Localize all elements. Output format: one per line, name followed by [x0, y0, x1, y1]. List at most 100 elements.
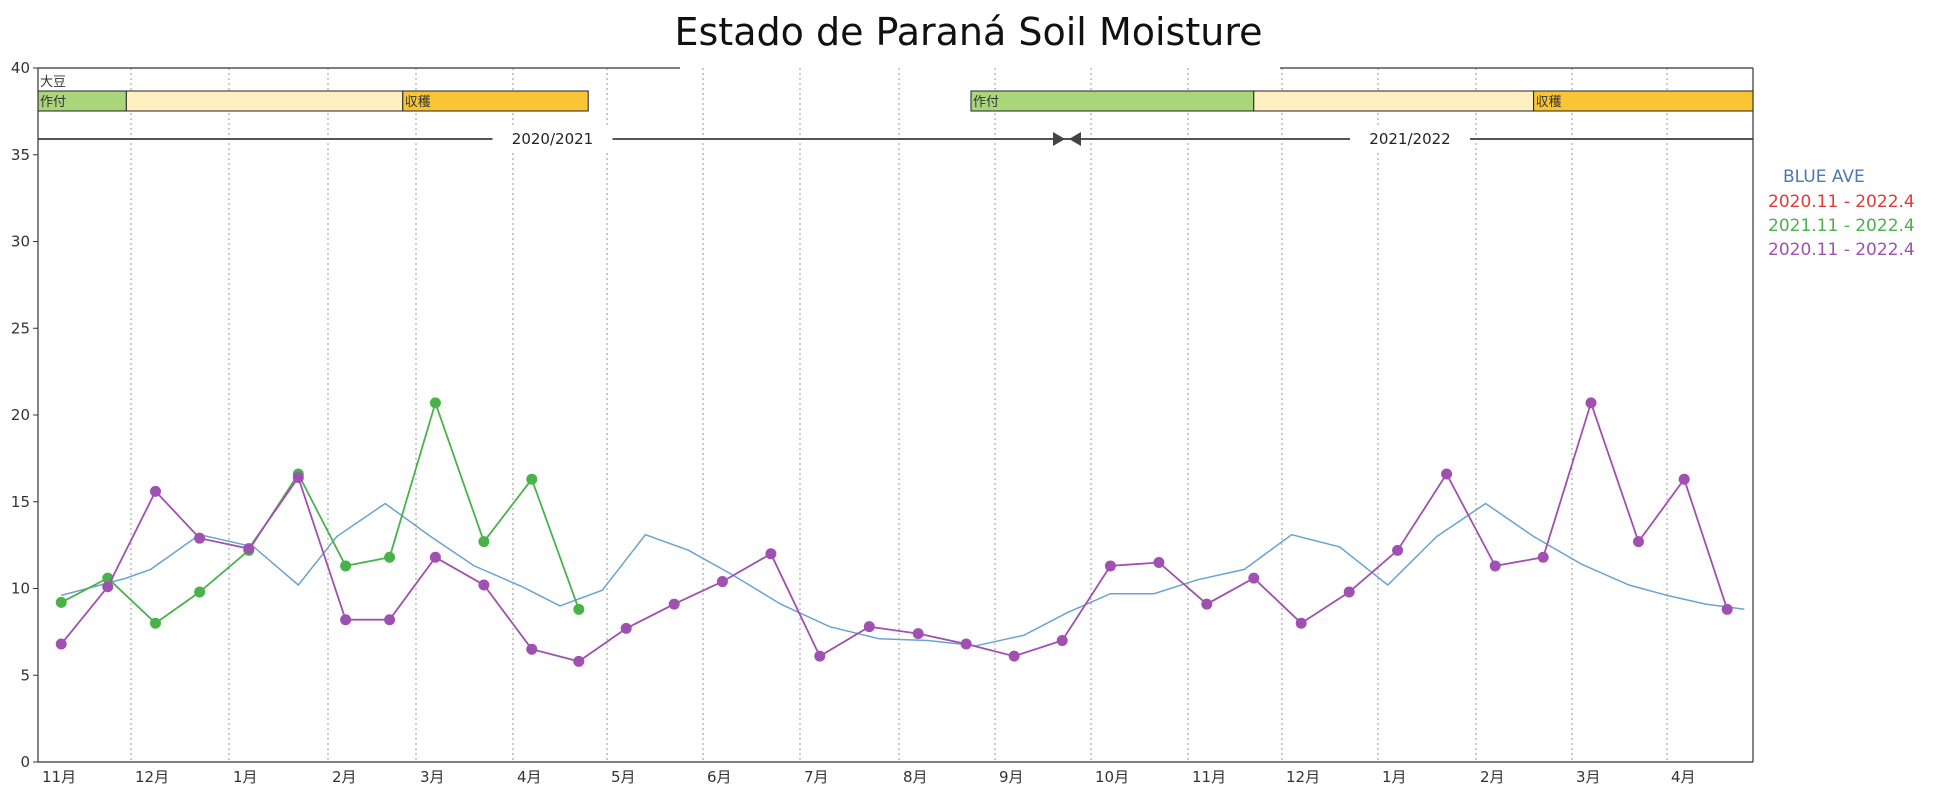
season-label-1: 2021/2022 — [1369, 130, 1450, 148]
crop-stage-label-0: 作付 — [40, 95, 66, 110]
axes: 0 5 10 15 20 25 30 35 40 11月 12月 1月 2月 3月 4月 5月 6月 7月 8月 9月… — [11, 59, 1754, 786]
x-tick-label-11: 10月 — [1095, 768, 1129, 786]
series-2-point-23 — [1153, 556, 1165, 568]
month-grid — [130, 68, 1668, 762]
y-tick-label-0: 0 — [20, 753, 30, 771]
series-2-point-12 — [620, 622, 632, 634]
x-tick-label-8: 7月 — [804, 768, 829, 786]
series-2-point-19 — [960, 638, 972, 650]
series-2-point-31 — [1537, 551, 1549, 563]
series-2-point-6 — [340, 614, 352, 626]
series-2-point-13 — [668, 598, 680, 610]
x-tick-label-17: 4月 — [1671, 768, 1696, 786]
series-1-point-6 — [340, 560, 352, 572]
legend-entry-2: 2021.11 - 2022.4 — [1768, 216, 1915, 236]
crop-stage-bar-5 — [1533, 90, 1754, 112]
y-tick-label-25: 25 — [11, 319, 30, 337]
season-arrowhead-right — [1069, 132, 1081, 146]
crop-stage-bar-2 — [402, 90, 589, 112]
x-tick-label-7: 6月 — [707, 768, 732, 786]
series-2-point-1 — [102, 581, 114, 593]
series-1-point-0 — [55, 596, 67, 608]
x-tick-label-2: 1月 — [233, 768, 258, 786]
crop-stage-label-2: 収穫 — [405, 95, 431, 110]
y-tick-label-30: 30 — [11, 233, 30, 251]
series-2-point-32 — [1585, 397, 1597, 409]
series-2-point-34 — [1678, 473, 1690, 485]
season-arrowhead-left — [1053, 132, 1065, 146]
crop-label: 大豆 — [40, 75, 66, 90]
x-tick-label-15: 2月 — [1480, 768, 1505, 786]
series-1-point-9 — [478, 536, 490, 548]
x-tick-label-12: 11月 — [1192, 768, 1226, 786]
x-tick-label-5: 4月 — [517, 768, 542, 786]
series-2-point-4 — [243, 543, 255, 555]
series-2-point-26 — [1295, 617, 1307, 629]
series-2-point-21 — [1056, 635, 1068, 647]
series-2-point-0 — [55, 638, 67, 650]
series-2-point-28 — [1392, 544, 1404, 556]
season-arrows: 2020/2021 2021/2022 — [38, 125, 1753, 153]
series-2-point-11 — [573, 655, 585, 667]
x-tick-label-3: 2月 — [332, 768, 357, 786]
legend-entry-0: BLUE AVE — [1783, 167, 1865, 187]
x-tick-label-4: 3月 — [420, 768, 445, 786]
chart-title: Estado de Paraná Soil Moisture — [674, 10, 1263, 54]
series-2-point-18 — [912, 628, 924, 640]
series-2-point-20 — [1008, 650, 1020, 662]
series-2-point-5 — [292, 471, 304, 483]
legend-entry-3: 2020.11 - 2022.4 — [1768, 240, 1915, 260]
series-line-1 — [60, 399, 580, 625]
series-1-point-7 — [384, 551, 396, 563]
season-label-bg-0 — [492, 125, 613, 153]
legend: BLUE AVE 2020.11 - 2022.4 2021.11 - 2022.4… — [1768, 167, 1915, 260]
series-2-point-35 — [1721, 603, 1733, 615]
x-tick-label-16: 3月 — [1576, 768, 1601, 786]
series-2-point-24 — [1201, 598, 1213, 610]
x-tick-label-13: 12月 — [1286, 768, 1320, 786]
series-1-point-2 — [150, 617, 161, 629]
series-2-point-9 — [478, 579, 490, 591]
series-2-point-2 — [150, 485, 161, 497]
x-tick-label-0: 11月 — [42, 768, 76, 786]
series-2-point-8 — [429, 551, 441, 563]
series-2-point-22 — [1104, 560, 1116, 572]
x-tick-label-14: 1月 — [1382, 768, 1407, 786]
series-2-point-15 — [765, 548, 777, 560]
series-line-2 — [60, 399, 1729, 663]
crop-stage-label-3: 作付 — [973, 95, 999, 110]
y-tick-label-35: 35 — [11, 146, 30, 164]
series-2-point-30 — [1489, 560, 1501, 572]
y-tick-label-40: 40 — [11, 59, 30, 77]
season-label-0: 2020/2021 — [512, 130, 593, 148]
series-2-point-7 — [384, 614, 396, 626]
series-1-point-8 — [429, 397, 441, 409]
series-1-point-11 — [573, 603, 585, 615]
legend-entry-1: 2020.11 - 2022.4 — [1768, 192, 1915, 212]
series-2-point-16 — [814, 650, 826, 662]
series-line-0 — [61, 502, 1745, 647]
series-1-point-3 — [194, 586, 206, 598]
series-2-point-17 — [863, 621, 875, 633]
series-2-point-25 — [1248, 572, 1260, 584]
series-lines — [55, 397, 1745, 667]
y-tick-label-5: 5 — [20, 666, 30, 684]
x-tick-label-10: 9月 — [999, 768, 1024, 786]
x-tick-label-1: 12月 — [135, 768, 169, 786]
series-2-point-27 — [1343, 586, 1355, 598]
series-2-point-3 — [194, 532, 206, 544]
series-2-point-10 — [526, 643, 538, 655]
series-2-point-29 — [1441, 468, 1453, 480]
crop-stage-bar-4 — [1253, 90, 1535, 112]
crop-stage-bar-1 — [125, 90, 404, 112]
season-label-bg-1 — [1350, 125, 1470, 153]
crop-stage-label-5: 収穫 — [1536, 95, 1562, 110]
x-tick-label-6: 5月 — [611, 768, 636, 786]
y-tick-label-10: 10 — [11, 580, 30, 598]
y-tick-label-15: 15 — [11, 493, 30, 511]
crop-stage-bar-3 — [970, 90, 1255, 112]
series-2-point-14 — [716, 576, 728, 588]
series-1-point-10 — [526, 473, 538, 485]
